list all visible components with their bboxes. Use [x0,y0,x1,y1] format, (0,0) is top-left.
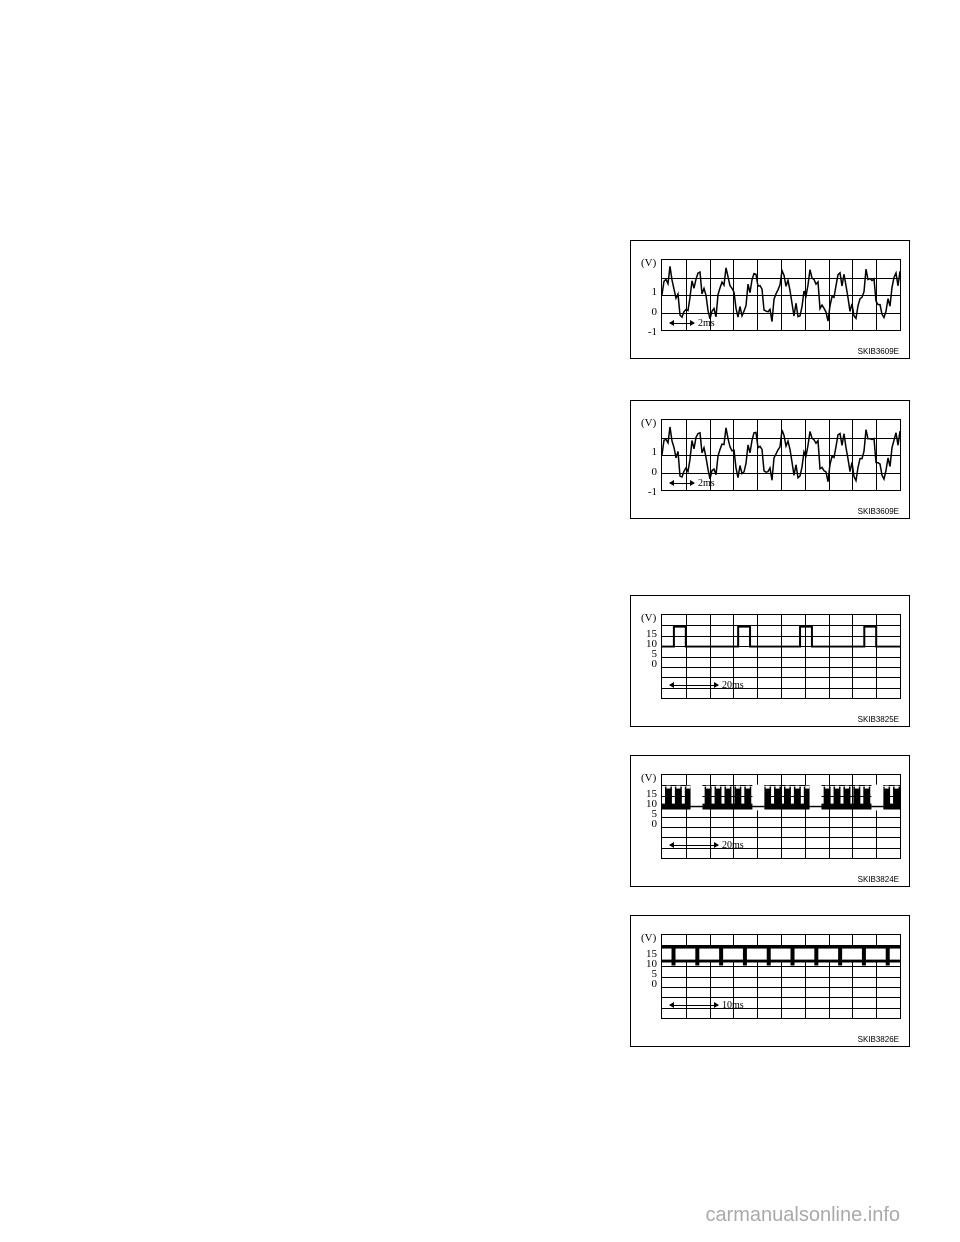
figure-id: SKIB3824E [639,873,901,884]
y-axis-unit: (V) [641,772,656,784]
y-axis-unit: (V) [641,257,656,269]
y-tick-label: 0 [652,307,658,318]
time-scale-marker: 20ms [670,840,744,851]
scope-frame: (V)15105020msSKIB3825E [630,595,910,727]
page-content: (V)10-12msSKIB3609E(V)10-12msSKIB3609E(V… [0,0,960,1242]
oscilloscope-5: (V)15105010msSKIB3826E [630,915,910,1047]
y-axis-unit: (V) [641,612,656,624]
figure-id: SKIB3826E [639,1033,901,1044]
time-scale-marker: 10ms [670,1000,744,1011]
watermark-text: carmanualsonline.info [705,1204,900,1227]
y-axis-unit: (V) [641,932,656,944]
time-scale-marker: 2ms [670,478,715,489]
time-scale-label: 2ms [698,318,715,329]
y-axis-unit: (V) [641,417,656,429]
time-scale-marker: 2ms [670,318,715,329]
chart-grid: 2ms [661,259,901,331]
time-scale-label: 2ms [698,478,715,489]
y-tick-label: -1 [648,487,657,498]
chart-grid: 10ms [661,934,901,1019]
oscilloscope-3: (V)15105020msSKIB3825E [630,595,910,727]
y-tick-label: 1 [652,287,658,298]
time-scale-label: 10ms [722,1000,744,1011]
oscilloscope-1: (V) 1 0 -1 2ms SKIB3609E [630,240,910,359]
chart-grid: 2ms [661,419,901,491]
y-tick-label: 0 [652,979,658,990]
figure-id: SKIB3609E [639,345,901,356]
y-tick-label: -1 [648,327,657,338]
oscilloscope-4: (V)15105020msSKIB3824E [630,755,910,887]
y-tick-label: 0 [652,659,658,670]
scope-frame: (V)15105010msSKIB3826E [630,915,910,1047]
scope-frame: (V) 1 0 -1 2ms SKIB3609E [630,240,910,359]
y-tick-label: 0 [652,819,658,830]
time-scale-marker: 20ms [670,680,744,691]
chart-grid: 20ms [661,774,901,859]
scope-frame: (V) 1 0 -1 2ms SKIB3609E [630,400,910,519]
y-tick-label: 1 [652,447,658,458]
scope-frame: (V)15105020msSKIB3824E [630,755,910,887]
chart-grid: 20ms [661,614,901,699]
figure-id: SKIB3825E [639,713,901,724]
figure-id: SKIB3609E [639,505,901,516]
time-scale-label: 20ms [722,840,744,851]
oscilloscope-2: (V) 1 0 -1 2ms SKIB3609E [630,400,910,519]
y-tick-label: 0 [652,467,658,478]
time-scale-label: 20ms [722,680,744,691]
